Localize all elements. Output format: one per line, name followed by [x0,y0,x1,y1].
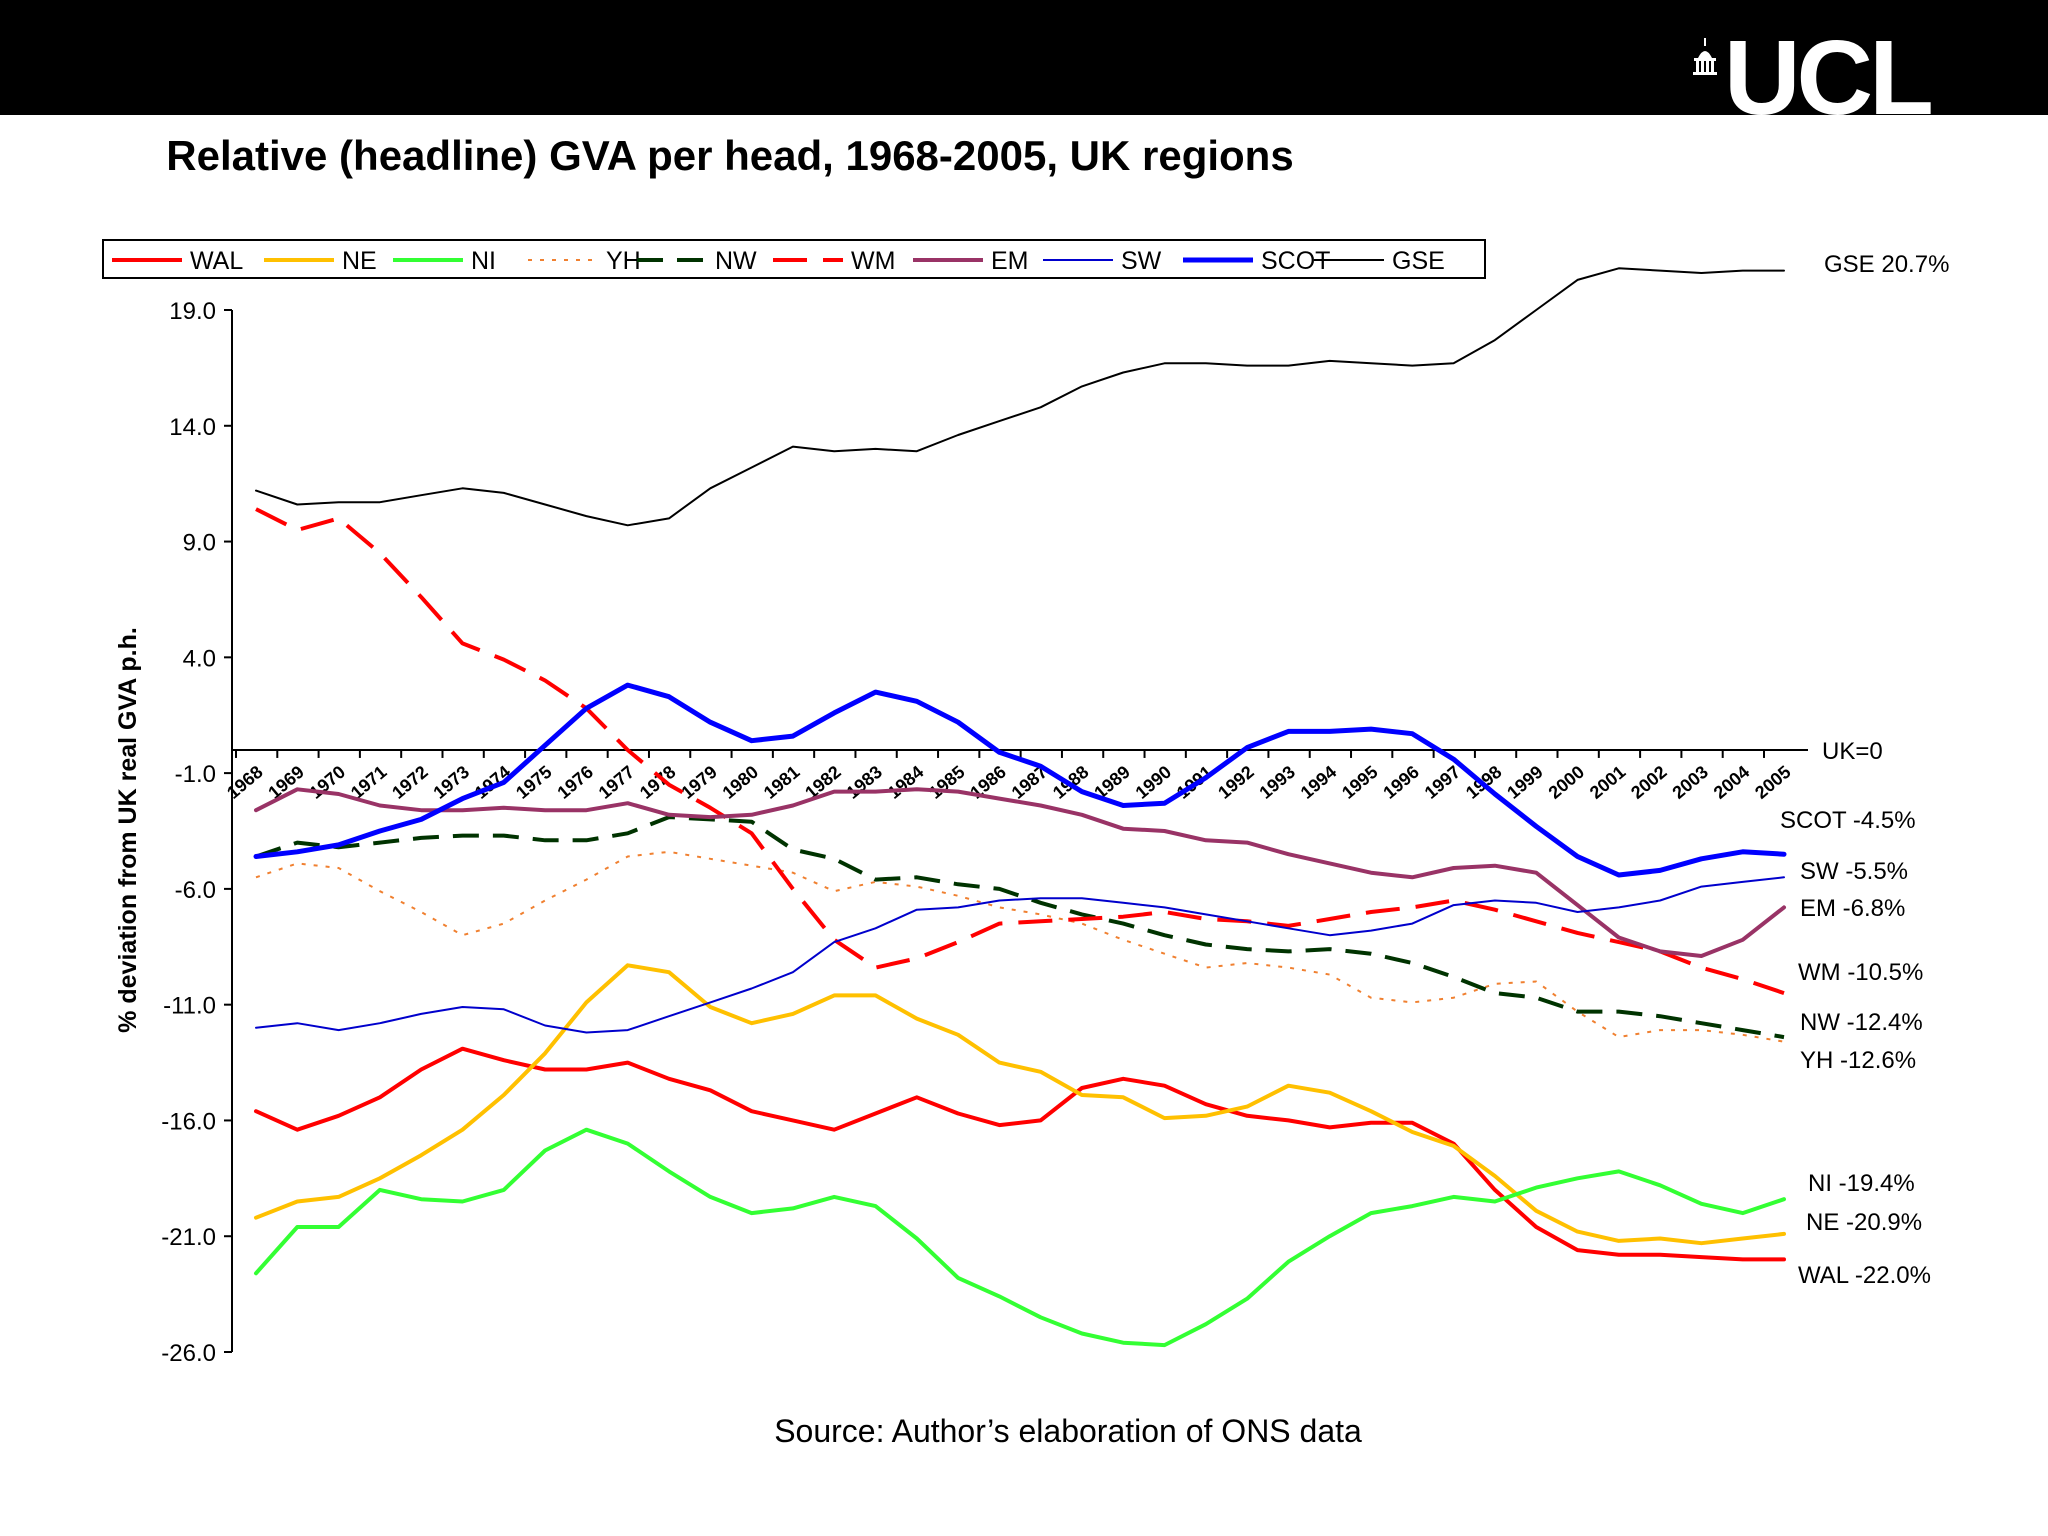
x-tick-label: 2003 [1668,762,1712,803]
baseline-label: UK=0 [1822,738,1883,765]
ucl-wordmark: UCL [1724,28,1931,118]
x-tick-label: 1981 [760,762,804,803]
x-tick-label: 2004 [1710,762,1754,803]
y-tick-label: -21.0 [161,1224,216,1251]
y-tick-label: -26.0 [161,1340,216,1367]
legend-label-gse: GSE [1392,247,1445,275]
series-line-em [254,787,1786,958]
x-tick-label: 1994 [1297,762,1341,803]
x-tick-label: 1984 [884,762,928,803]
legend-label-wm: WM [851,247,895,275]
series-line-sw [255,876,1785,1034]
x-tick-label: 1983 [842,762,886,803]
series-line-wal [254,1046,1786,1262]
x-tick-label: 1990 [1132,762,1176,803]
end-label-gse: GSE 20.7% [1824,251,1949,278]
legend-label-ne: NE [342,247,377,275]
series-line-gse [255,267,1785,527]
legend-label-sw: SW [1121,247,1162,275]
series-line-nw [255,815,1785,1040]
x-tick-label: 1997 [1421,762,1465,803]
series-line-scot [253,682,1787,878]
end-label-em: EM -6.8% [1800,895,1905,922]
series-line-ne [254,963,1786,1246]
portico-icon [1693,38,1717,75]
end-label-scot: SCOT -4.5% [1780,807,1916,834]
plot-area: 19.0 14.0 9.0 4.0 -1.0 -6.0 -11.0 -16.0 -21.0 -26… [114,251,1949,1367]
x-tick-label: 2001 [1586,762,1630,803]
x-tick-label: 1974 [471,762,515,803]
y-tick-label: 4.0 [183,645,216,672]
legend-label-ni: NI [471,247,496,275]
series-line-wm [255,507,1785,995]
end-label-sw: SW -5.5% [1800,858,1908,885]
end-label-nw: NW -12.4% [1800,1009,1923,1036]
y-tick-label: 19.0 [169,298,216,325]
x-tick-label: 2000 [1545,762,1589,803]
end-label-yh: YH -12.6% [1800,1047,1916,1074]
legend-label-yh: YH [606,247,641,275]
ucl-logo: UCL [1693,28,1935,118]
y-tick-label: -11.0 [163,993,216,1020]
x-tick-label: 1980 [719,762,763,803]
x-tick-label: 1993 [1255,762,1299,803]
end-label-wal: WAL -22.0% [1798,1262,1931,1289]
x-tick-label: 2005 [1751,762,1795,803]
x-tick-label: 1995 [1338,762,1382,803]
legend-label-em: EM [991,247,1029,275]
x-tick-label: 1976 [553,762,597,803]
x-tick-label: 1972 [388,762,432,803]
y-tick-label: -6.0 [175,877,216,904]
x-tick-label: 1996 [1379,762,1423,803]
x-tick-label: 1999 [1503,762,1547,803]
y-tick-label: 9.0 [183,530,216,557]
y-tick-label: -1.0 [175,761,216,788]
chart-title: Relative (headline) GVA per head, 1968-2… [166,132,1294,179]
y-tick-label: 14.0 [169,414,216,441]
end-label-wm: WM -10.5% [1798,959,1923,986]
series-line-yh [255,850,1785,1043]
y-tick-label: -16.0 [161,1108,216,1135]
x-tick-label: 1968 [223,762,267,803]
x-tick-label: 1979 [677,762,721,803]
series-line-ni [254,1127,1786,1348]
end-label-ne: NE -20.9% [1806,1209,1922,1236]
legend-label-nw: NW [715,247,757,275]
legend-label-wal: WAL [190,247,243,275]
y-axis-title: % deviation from UK real GVA p.h. [114,627,142,1033]
legend: WAL NE NI YH NW WM EM SW SCOT GSE [102,239,1486,279]
source-note: Source: Author’s elaboration of ONS data [774,1413,1362,1449]
x-tick-label: 1978 [636,762,680,803]
end-label-ni: NI -19.4% [1808,1170,1915,1197]
x-tick-label: 1985 [925,762,969,803]
x-tick-label: 2002 [1627,762,1671,803]
x-tick-label: 1977 [595,762,639,803]
